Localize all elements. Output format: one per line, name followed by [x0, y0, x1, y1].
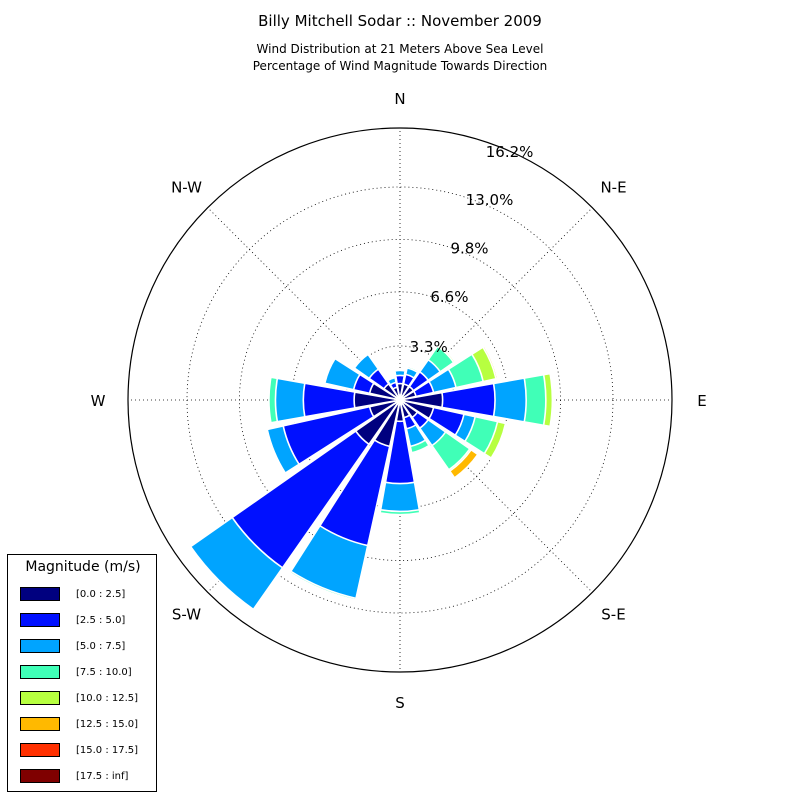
chart-subtitle-line-1: Wind Distribution at 21 Meters Above Sea… — [256, 42, 544, 56]
windrose-bar-segment — [231, 399, 401, 569]
legend-label: [7.5 : 10.0] — [76, 667, 132, 678]
windrose-bar-segment — [373, 399, 401, 448]
chart-title: Billy Mitchell Sodar :: November 2009 — [258, 12, 542, 30]
windrose-bar-segment — [354, 399, 401, 446]
radial-tick-label: 13.0% — [466, 191, 514, 209]
windrose-bar-segment — [391, 386, 401, 401]
radial-gridline — [207, 207, 401, 401]
windrose-bar-segment — [395, 399, 405, 423]
legend-swatch — [20, 587, 60, 601]
radial-grid-circle — [186, 186, 614, 614]
legend-label: [5.0 : 7.5] — [76, 641, 126, 652]
legend-swatch — [20, 639, 60, 653]
legend-item: [2.5 : 5.0] — [20, 613, 160, 631]
radial-gridline — [399, 207, 593, 401]
legend-item: [12.5 : 15.0] — [20, 717, 160, 735]
radial-gridline — [399, 399, 593, 593]
legend-label: [2.5 : 5.0] — [76, 615, 126, 626]
windrose-bar-segment — [368, 399, 401, 418]
direction-label: S — [395, 694, 405, 712]
outer-boundary — [127, 127, 673, 673]
legend-swatch — [20, 717, 60, 731]
polar-labels: N N-E E S-E S S-W W N-W 3.3% 6.6% 9.8% 13.0% 16.2% — [91, 90, 707, 712]
windrose-bar-segment — [353, 391, 401, 409]
legend-item: [0.0 : 2.5] — [20, 587, 160, 605]
legend-swatch — [20, 769, 60, 783]
legend-label: [15.0 : 17.5] — [76, 745, 139, 756]
direction-label: W — [91, 392, 106, 410]
legend-item: [5.0 : 7.5] — [20, 639, 160, 657]
legend-item: [17.5 : inf] — [20, 769, 160, 787]
legend-label: [10.0 : 12.5] — [76, 693, 139, 704]
windrose-bar-segment — [399, 382, 496, 418]
direction-label: N-E — [600, 179, 626, 197]
radial-tick-label: 3.3% — [410, 338, 448, 356]
radial-tick-label: 9.8% — [450, 240, 488, 258]
windrose-bar-segment — [282, 399, 401, 466]
direction-label: N-W — [171, 179, 202, 197]
legend-swatch — [20, 691, 60, 705]
legend-swatch — [20, 613, 60, 627]
direction-label: N — [394, 90, 405, 108]
radial-tick-label: 6.6% — [430, 288, 468, 306]
legend-label: [17.5 : inf] — [76, 771, 129, 782]
windrose-bar-segment — [384, 399, 416, 485]
direction-label: E — [697, 392, 706, 410]
legend-title: Magnitude (m/s) — [25, 559, 141, 575]
windrose-bar-segment — [399, 391, 444, 409]
legend-item: [10.0 : 12.5] — [20, 691, 160, 709]
legend-label: [12.5 : 15.0] — [76, 719, 139, 730]
legend-swatch — [20, 665, 60, 679]
chart-subtitle-line-2: Percentage of Wind Magnitude Towards Dir… — [252, 59, 548, 73]
windrose-bar-segment — [399, 399, 435, 420]
radial-tick-label: 16.2% — [486, 143, 534, 161]
legend-label: [0.0 : 2.5] — [76, 589, 126, 600]
direction-label: S-E — [601, 606, 625, 624]
windrose-bars — [189, 343, 554, 611]
legend-item: [7.5 : 10.0] — [20, 665, 160, 683]
windrose-bar-segment — [382, 382, 401, 401]
radial-grid-circle — [239, 239, 561, 561]
windrose-bar-segment — [302, 382, 401, 418]
windrose-bar-segment — [399, 399, 419, 419]
legend: Magnitude (m/s) [0.0 : 2.5] [2.5 : 5.0] [5… — [7, 554, 157, 792]
windrose-bar-segment — [368, 382, 401, 401]
legend-swatch — [20, 743, 60, 757]
legend-item: [15.0 : 17.5] — [20, 743, 160, 761]
direction-label: S-W — [172, 606, 201, 624]
